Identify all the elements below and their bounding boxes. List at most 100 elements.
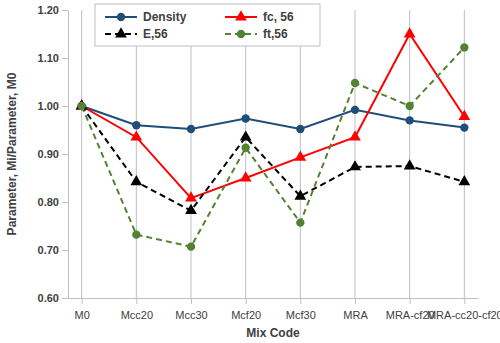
legend-entry: ft,56 (225, 27, 288, 41)
data-point (130, 175, 142, 185)
tick-label: MRA-cc20-cf20 (427, 309, 500, 321)
grid-line (81, 10, 82, 298)
legend-marker (117, 13, 125, 21)
grid-line (355, 10, 356, 298)
tick-mark (191, 298, 192, 304)
legend: Density fc, 56 E,56 ft,56 (95, 4, 320, 46)
series-group (76, 27, 470, 251)
y-tick: 0.60 (38, 292, 68, 304)
y-tick: 0.70 (38, 244, 68, 256)
legend-entry: fc, 56 (225, 10, 294, 24)
x-tick: M0 (75, 298, 90, 321)
legend-entry: Density (105, 10, 187, 24)
legend-label: ft,56 (263, 27, 288, 41)
legend-marker (235, 10, 247, 20)
series-line (82, 106, 465, 129)
tick-label: Mcf30 (286, 309, 316, 321)
x-axis: M0Mcc20Mcc30Mcf20Mcf30MRAMRA-cf20MRA-cc2… (69, 298, 500, 321)
legend-label: fc, 56 (263, 10, 294, 24)
tick-mark (246, 298, 247, 304)
grid-line (464, 10, 465, 298)
x-tick: Mcf20 (231, 298, 261, 321)
data-point (240, 130, 252, 140)
x-axis-title: Mix Code (246, 326, 300, 340)
tick-mark (136, 298, 137, 304)
legend-marker (237, 30, 245, 38)
legend-entry: E,56 (105, 27, 168, 41)
data-point (296, 125, 304, 133)
y-tick: 0.90 (38, 148, 68, 160)
x-tick: Mcc20 (121, 298, 153, 321)
grid-line (245, 10, 246, 298)
tick-label: 0.90 (38, 148, 59, 160)
tick-mark (300, 298, 301, 304)
y-tick: 1.00 (38, 100, 68, 112)
y-tick: 1.20 (38, 4, 68, 16)
data-point (241, 114, 249, 122)
plot-area: 0.60 0.70 0.80 0.90 1.00 1.10 1.20 M0 Mcc20 Mcc30… (38, 4, 500, 321)
grid-line (409, 10, 410, 298)
tick-label: 1.20 (38, 4, 59, 16)
y-tick: 0.80 (38, 196, 68, 208)
tick-mark (82, 298, 83, 304)
legend-box (95, 4, 320, 46)
tick-mark (62, 106, 68, 107)
tick-mark (62, 202, 68, 203)
data-point (132, 230, 140, 238)
data-point (351, 79, 359, 87)
x-tick: Mcc30 (175, 298, 207, 321)
data-point (187, 242, 195, 250)
tick-label: 0.80 (38, 196, 59, 208)
x-tick: MRA-cc20-cf20 (427, 298, 500, 321)
y-axis: 0.60 0.70 0.80 0.90 1.00 1.10 1.20 (38, 4, 69, 304)
data-point (77, 102, 85, 110)
tick-label: 1.00 (38, 100, 59, 112)
series-line (82, 47, 465, 246)
data-point (404, 27, 416, 37)
tick-label: 0.60 (38, 292, 59, 304)
data-point (294, 151, 306, 161)
data-point (185, 204, 197, 214)
data-point (130, 130, 142, 140)
data-point (460, 123, 468, 131)
data-point (185, 191, 197, 201)
tick-mark (62, 250, 68, 251)
grid-line (191, 10, 192, 298)
tick-mark (410, 298, 411, 304)
data-point (405, 102, 413, 110)
tick-mark (62, 10, 68, 11)
data-point (294, 189, 306, 199)
tick-mark (62, 298, 68, 299)
data-point (241, 144, 249, 152)
data-point (404, 159, 416, 169)
data-point (405, 116, 413, 124)
data-point (458, 110, 470, 120)
data-point (187, 125, 195, 133)
tick-mark (62, 154, 68, 155)
tick-label: Mcc20 (121, 309, 153, 321)
y-axis-line (68, 11, 69, 299)
x-grid (82, 10, 465, 298)
tick-label: Mcf20 (231, 309, 261, 321)
data-point (76, 99, 88, 109)
x-tick: MRA (343, 298, 368, 321)
tick-label: Mcc30 (175, 309, 207, 321)
tick-mark (62, 58, 68, 59)
tick-mark (355, 298, 356, 304)
grid-line (136, 10, 137, 298)
data-point (240, 171, 252, 181)
legend-marker (115, 27, 127, 37)
legend-label: Density (143, 10, 187, 24)
data-point (460, 43, 468, 51)
tick-label: 1.10 (38, 52, 59, 64)
series-line (82, 34, 465, 198)
data-point (132, 121, 140, 129)
series-line (82, 106, 465, 211)
tick-label: 0.70 (38, 244, 59, 256)
x-tick: Mcf30 (286, 298, 316, 321)
tick-mark (464, 298, 465, 304)
legend-label: E,56 (143, 27, 168, 41)
tick-label: M0 (75, 309, 90, 321)
chart: 0.60 0.70 0.80 0.90 1.00 1.10 1.20 M0 Mcc20 Mcc30… (0, 0, 500, 343)
data-point (349, 130, 361, 140)
